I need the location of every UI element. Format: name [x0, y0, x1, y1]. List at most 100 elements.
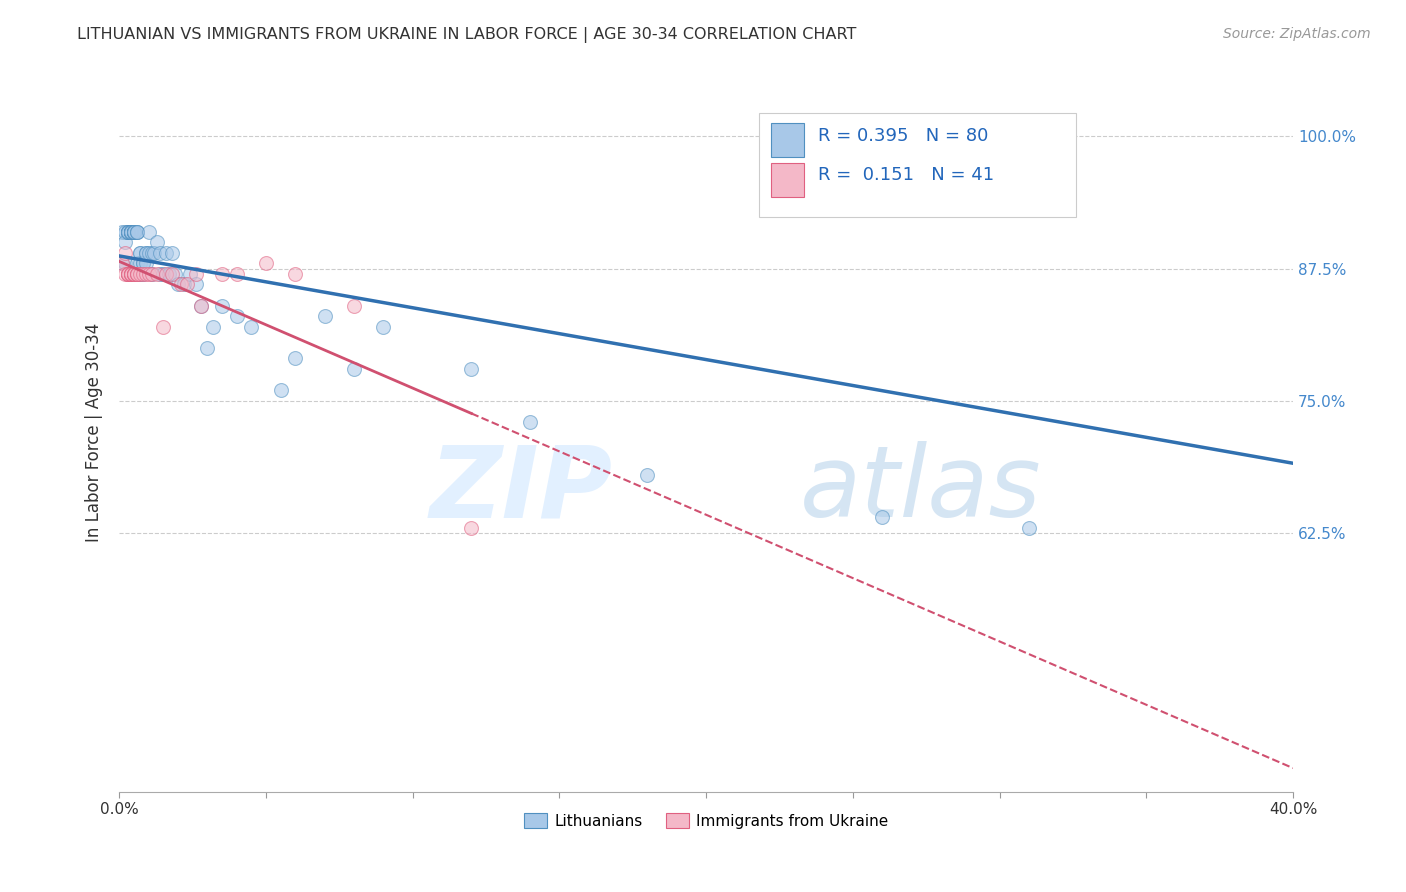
Text: ZIP: ZIP: [429, 442, 612, 539]
Point: [122, 267, 145, 281]
Point: [117, 267, 139, 281]
Point: [184, 277, 207, 292]
Point: [160, 267, 183, 281]
Point: [152, 267, 174, 281]
Point: [120, 225, 142, 239]
Point: [343, 299, 366, 313]
Point: [122, 267, 145, 281]
Point: [114, 225, 136, 239]
Point: [190, 299, 212, 313]
Text: Source: ZipAtlas.com: Source: ZipAtlas.com: [1223, 27, 1371, 41]
Point: [195, 341, 218, 355]
Point: [117, 225, 139, 239]
Point: [157, 267, 180, 281]
Point: [128, 267, 150, 281]
Point: [173, 277, 195, 292]
Point: [155, 267, 177, 281]
Point: [117, 267, 139, 281]
Point: [120, 225, 142, 239]
Point: [122, 267, 145, 281]
Point: [870, 510, 893, 524]
Point: [170, 277, 193, 292]
Point: [120, 225, 142, 239]
Point: [132, 256, 155, 270]
Point: [254, 256, 277, 270]
Point: [117, 267, 139, 281]
Point: [146, 235, 169, 249]
Point: [149, 267, 172, 281]
Point: [1018, 521, 1040, 535]
Point: [122, 225, 145, 239]
Point: [117, 225, 139, 239]
Point: [373, 319, 395, 334]
Point: [125, 225, 148, 239]
Y-axis label: In Labor Force | Age 30-34: In Labor Force | Age 30-34: [86, 323, 103, 542]
Point: [117, 225, 139, 239]
Point: [167, 277, 190, 292]
Point: [120, 225, 142, 239]
Point: [135, 245, 157, 260]
Point: [132, 267, 155, 281]
Point: [122, 225, 145, 239]
Point: [125, 225, 148, 239]
Point: [122, 267, 145, 281]
Point: [111, 256, 134, 270]
Point: [114, 245, 136, 260]
Point: [122, 225, 145, 239]
Point: [111, 225, 134, 239]
Point: [120, 267, 142, 281]
Point: [460, 362, 482, 376]
Point: [138, 225, 160, 239]
Point: [117, 267, 139, 281]
Point: [122, 225, 145, 239]
FancyBboxPatch shape: [770, 122, 804, 157]
Point: [284, 267, 307, 281]
FancyBboxPatch shape: [770, 163, 804, 197]
Point: [146, 267, 169, 281]
Point: [211, 267, 233, 281]
Point: [120, 267, 142, 281]
Point: [120, 267, 142, 281]
Point: [120, 267, 142, 281]
Point: [1310, 129, 1333, 144]
Point: [314, 309, 336, 323]
Point: [120, 225, 142, 239]
Point: [184, 267, 207, 281]
Point: [225, 309, 247, 323]
Point: [284, 351, 307, 366]
Point: [149, 245, 172, 260]
Point: [125, 225, 148, 239]
Point: [120, 225, 142, 239]
Point: [120, 225, 142, 239]
Point: [117, 267, 139, 281]
Point: [114, 256, 136, 270]
Point: [135, 267, 157, 281]
Point: [114, 235, 136, 249]
Point: [122, 267, 145, 281]
Point: [128, 267, 150, 281]
Point: [240, 319, 263, 334]
Point: [135, 245, 157, 260]
Point: [152, 319, 174, 334]
Point: [122, 225, 145, 239]
Point: [163, 267, 186, 281]
Point: [270, 383, 292, 397]
Point: [155, 245, 177, 260]
Point: [117, 225, 139, 239]
Text: atlas: atlas: [800, 442, 1042, 539]
Point: [125, 267, 148, 281]
Point: [141, 267, 163, 281]
Point: [138, 245, 160, 260]
Point: [132, 256, 155, 270]
Point: [176, 277, 198, 292]
Point: [120, 225, 142, 239]
Point: [125, 267, 148, 281]
Point: [160, 245, 183, 260]
Point: [122, 225, 145, 239]
Point: [125, 256, 148, 270]
Point: [190, 299, 212, 313]
Point: [202, 319, 225, 334]
Point: [343, 362, 366, 376]
Point: [138, 267, 160, 281]
Point: [125, 267, 148, 281]
